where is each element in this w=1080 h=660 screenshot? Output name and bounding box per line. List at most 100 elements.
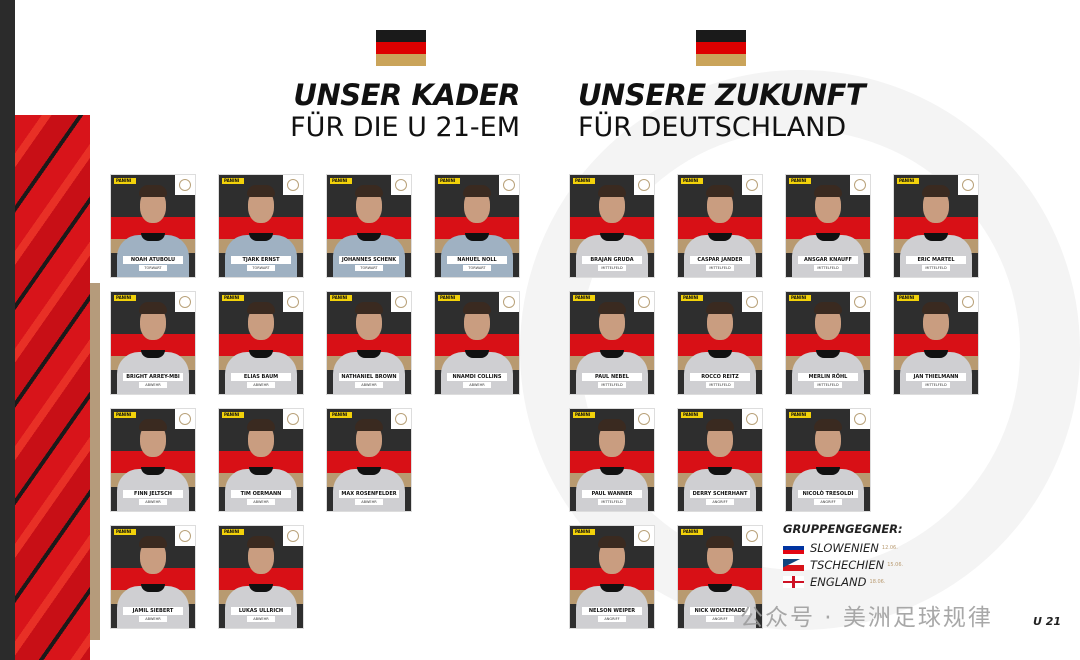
- panini-logo: PANINI: [222, 295, 244, 301]
- shirt-collar: [141, 467, 165, 475]
- player-sticker: PANINI NNAMDI COLLINS ABWEHR: [435, 292, 519, 394]
- germany-flag-icon: [376, 30, 426, 66]
- player-position: MITTELFELD: [814, 265, 842, 271]
- shirt-collar: [708, 584, 732, 592]
- dfb-crest-icon: [958, 292, 978, 312]
- panini-logo: PANINI: [681, 412, 703, 418]
- player-hair: [922, 185, 950, 197]
- opponent-row: ENGLAND 18.06.: [783, 573, 903, 590]
- player-name: NICK WOLTEMADE: [690, 607, 750, 615]
- player-position: ABWEHR: [247, 499, 275, 505]
- player-name: NATHANIEL BROWN: [339, 373, 399, 381]
- left-title: UNSER KADER: [293, 78, 520, 112]
- player-position: ABWEHR: [463, 382, 491, 388]
- player-sticker: PANINI LUKAS ULLRICH ABWEHR: [219, 526, 303, 628]
- panini-logo: PANINI: [897, 178, 919, 184]
- player-position: ABWEHR: [355, 382, 383, 388]
- shirt-collar: [924, 350, 948, 358]
- flag-band-red: [894, 334, 978, 356]
- player-position: MITTELFELD: [922, 265, 950, 271]
- right-subtitle: FÜR DEUTSCHLAND: [578, 112, 847, 143]
- opponent-row: TSCHECHIEN 15.06.: [783, 556, 903, 573]
- player-sticker: PANINI ERIC MARTEL MITTELFELD: [894, 175, 978, 277]
- panini-logo: PANINI: [573, 529, 595, 535]
- dfb-crest-icon: [742, 526, 762, 546]
- flag-band-red: [111, 451, 195, 473]
- player-name: MAX ROSENFELDER: [339, 490, 399, 498]
- panini-logo: PANINI: [114, 178, 136, 184]
- panini-logo: PANINI: [573, 295, 595, 301]
- player-name: NOAH ATUBOLU: [123, 256, 183, 264]
- dfb-crest-icon: [634, 292, 654, 312]
- player-position: ABWEHR: [139, 499, 167, 505]
- panini-logo: PANINI: [222, 178, 244, 184]
- opponent-country: TSCHECHIEN: [810, 557, 885, 572]
- flag-band-red: [111, 334, 195, 356]
- dfb-crest-icon: [742, 409, 762, 429]
- flag-band-red: [786, 334, 870, 356]
- player-name: TIM OERMANN: [231, 490, 291, 498]
- player-hair: [139, 302, 167, 314]
- player-hair: [247, 536, 275, 548]
- player-hair: [247, 419, 275, 431]
- player-name: PAUL WANNER: [582, 490, 642, 498]
- player-name: ELIAS BAUM: [231, 373, 291, 381]
- shirt-collar: [141, 233, 165, 241]
- player-sticker: PANINI PAUL WANNER MITTELFELD: [570, 409, 654, 511]
- player-sticker: PANINI NELSON WEIPER ANGRIFF: [570, 526, 654, 628]
- panini-logo: PANINI: [114, 412, 136, 418]
- dfb-crest-icon: [499, 175, 519, 195]
- shirt-collar: [249, 467, 273, 475]
- shirt-collar: [816, 350, 840, 358]
- player-hair: [139, 536, 167, 548]
- player-position: MITTELFELD: [598, 382, 626, 388]
- player-sticker: PANINI NAHUEL NOLL TORWART: [435, 175, 519, 277]
- shirt-collar: [249, 350, 273, 358]
- red-pattern-strip: [15, 115, 90, 660]
- panini-logo: PANINI: [222, 412, 244, 418]
- shirt-collar: [141, 584, 165, 592]
- dfb-crest-icon: [850, 409, 870, 429]
- group-opponents: GRUPPENGEGNER: SLOWENIEN 12.06. TSCHECHI…: [783, 522, 903, 590]
- player-name: MERLIN RÖHL: [798, 373, 858, 381]
- player-hair: [463, 302, 491, 314]
- player-hair: [706, 185, 734, 197]
- player-sticker: PANINI JAMIL SIEBERT ABWEHR: [111, 526, 195, 628]
- opponent-country: ENGLAND: [810, 574, 867, 589]
- flag-band-red: [219, 451, 303, 473]
- opponent-row: SLOWENIEN 12.06.: [783, 539, 903, 556]
- player-sticker: PANINI NOAH ATUBOLU TORWART: [111, 175, 195, 277]
- shirt-collar: [249, 233, 273, 241]
- dfb-crest-icon: [175, 409, 195, 429]
- flag-band-red: [570, 568, 654, 590]
- watermark-text: 公众号 · 美洲足球规律: [740, 605, 993, 631]
- flag-band-red: [435, 334, 519, 356]
- player-position: MITTELFELD: [814, 382, 842, 388]
- player-position: ABWEHR: [247, 382, 275, 388]
- player-hair: [247, 185, 275, 197]
- panini-logo: PANINI: [681, 529, 703, 535]
- player-name: TJARK ERNST: [231, 256, 291, 264]
- player-sticker: PANINI JOHANNES SCHENK TORWART: [327, 175, 411, 277]
- player-sticker: PANINI FINN JELTSCH ABWEHR: [111, 409, 195, 511]
- player-hair: [814, 185, 842, 197]
- dfb-crest-icon: [634, 175, 654, 195]
- flag-band-red: [219, 568, 303, 590]
- player-position: TORWART: [139, 265, 167, 271]
- player-name: ERIC MARTEL: [906, 256, 966, 264]
- player-position: MITTELFELD: [598, 499, 626, 505]
- flag-band-red: [678, 334, 762, 356]
- dfb-crest-icon: [634, 526, 654, 546]
- shirt-collar: [141, 350, 165, 358]
- player-name: NELSON WEIPER: [582, 607, 642, 615]
- player-name: JOHANNES SCHENK: [339, 256, 399, 264]
- player-position: ANGRIFF: [814, 499, 842, 505]
- player-name: NNAMDI COLLINS: [447, 373, 507, 381]
- opponent-date: 18.06.: [869, 578, 886, 585]
- player-name: CASPAR JANDER: [690, 256, 750, 264]
- panini-logo: PANINI: [789, 295, 811, 301]
- shirt-collar: [357, 233, 381, 241]
- player-name: NICOLÒ TRESOLDI: [798, 490, 858, 498]
- shirt-collar: [708, 233, 732, 241]
- flag-band-red: [219, 334, 303, 356]
